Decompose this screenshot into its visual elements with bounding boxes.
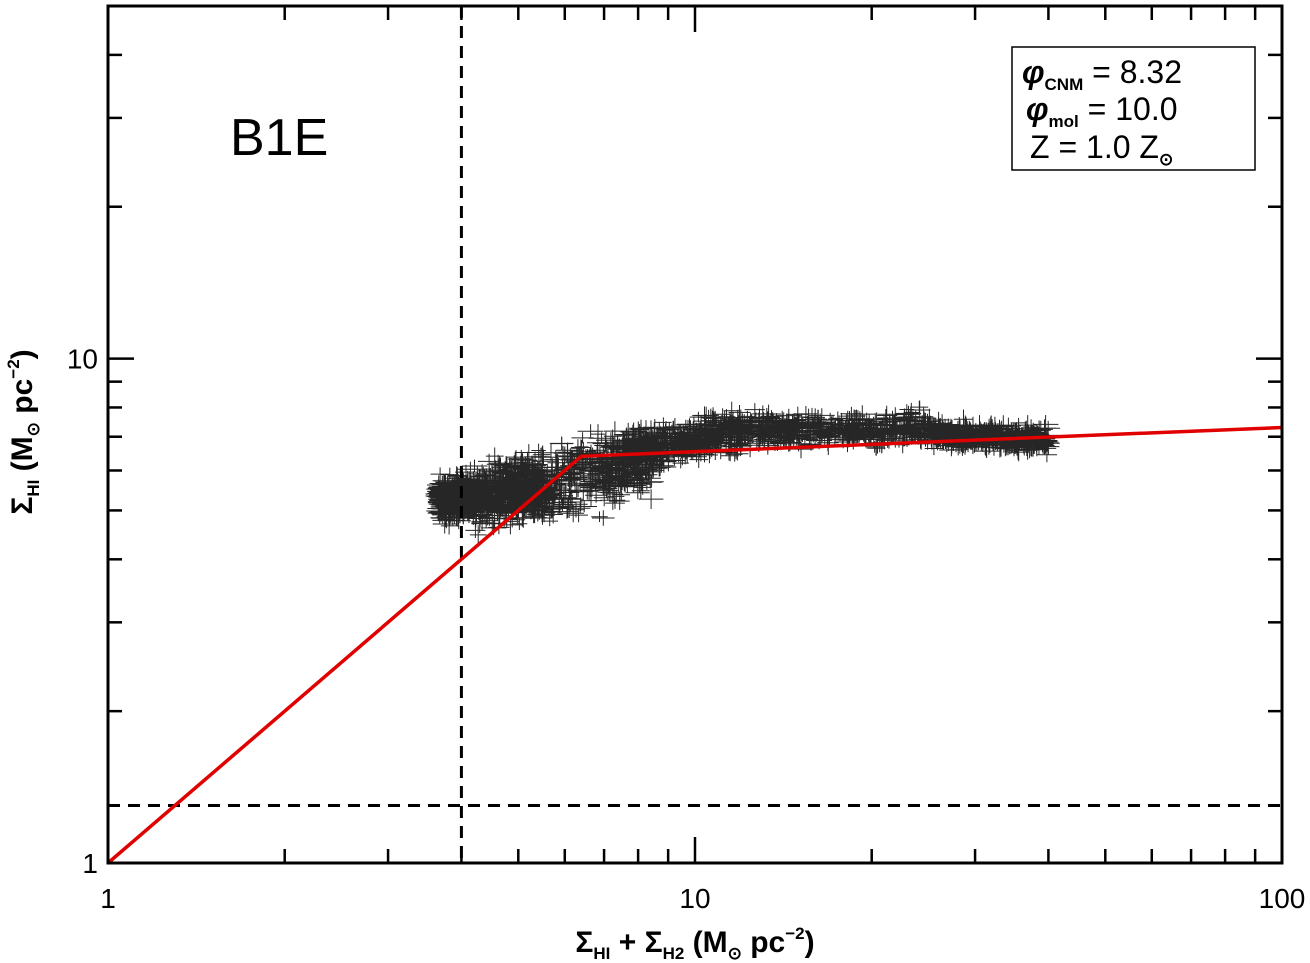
- x-tick-label: 10: [679, 883, 710, 914]
- data-cloud: [425, 400, 1061, 545]
- x-tick-label: 100: [1259, 883, 1306, 914]
- y-tick-label: 10: [67, 344, 98, 375]
- legend: φCNM = 8.32 φmol = 10.0 Z = 1.0 Z⊙: [1011, 46, 1256, 171]
- x-tick-label: 1: [100, 883, 116, 914]
- plot-frame: [106, 4, 1284, 865]
- legend-row-phi-cnm: φCNM = 8.32: [1022, 54, 1182, 94]
- reference-lines: [108, 6, 1282, 863]
- data-points: [425, 400, 1061, 545]
- tick-labels: 1 10 100 1 10: [67, 344, 1306, 914]
- model-line: [106, 425, 1283, 865]
- model-line-layer: [106, 425, 1283, 865]
- x-axis-label: ΣHI + ΣH2 (M⊙ pc−2): [575, 924, 814, 963]
- y-axis-label: ΣHI (M⊙ pc−2): [4, 349, 43, 514]
- legend-row-metallicity: Z = 1.0 Z⊙: [1030, 129, 1173, 169]
- legend-box: [1011, 46, 1256, 171]
- legend-row-phi-mol: φmol = 10.0: [1026, 91, 1178, 131]
- panel-label: B1E: [230, 109, 328, 167]
- y-tick-label: 1: [82, 848, 98, 879]
